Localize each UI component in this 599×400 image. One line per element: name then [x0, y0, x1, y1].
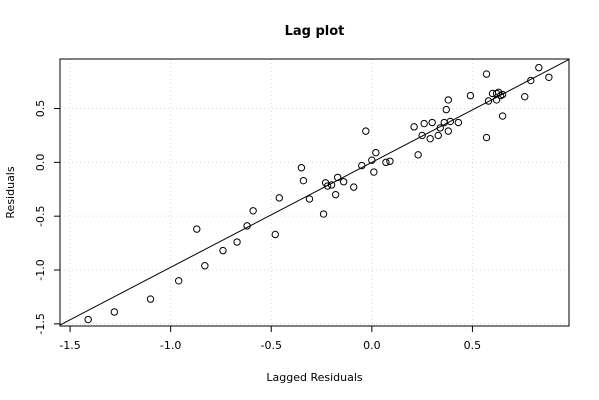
data-point [428, 118, 436, 127]
data-point [275, 194, 283, 202]
data-point [454, 118, 463, 127]
data-point [414, 151, 422, 159]
data-point [350, 183, 358, 191]
data-point [146, 295, 155, 303]
data-point [319, 210, 328, 218]
data-point [444, 127, 452, 135]
data-point [386, 157, 394, 165]
data-point [436, 124, 444, 132]
data-point [219, 246, 227, 255]
data-point [299, 176, 308, 185]
data-point [305, 195, 314, 203]
data-point [372, 148, 380, 157]
data-point [193, 225, 201, 233]
data-point [331, 190, 340, 199]
data-point [498, 112, 507, 120]
y-tick-label: -1.5 [34, 313, 47, 334]
data-point [484, 97, 493, 105]
data-point [420, 119, 428, 128]
data-point [418, 131, 426, 140]
data-point [482, 70, 491, 78]
data-point [297, 164, 306, 172]
data-point [358, 161, 366, 170]
data-point [442, 105, 450, 114]
data-point [243, 222, 251, 230]
y-axis: -1.5 -1.0 -0.5 0.0 0.5 [34, 100, 60, 335]
data-point [521, 92, 529, 101]
data-point [271, 230, 279, 239]
data-points [84, 63, 553, 324]
x-tick-label: 0.0 [363, 339, 381, 352]
y-tick-label: -0.5 [34, 205, 47, 226]
y-axis-label: Residuals [4, 166, 17, 218]
x-tick-label: -1.5 [59, 339, 80, 352]
y-tick-label: -1.0 [34, 259, 47, 280]
data-point [370, 168, 378, 176]
data-point [362, 127, 370, 135]
y-tick-label: 0.0 [34, 154, 47, 172]
data-point [368, 156, 376, 164]
data-point [426, 134, 434, 143]
data-point [201, 262, 209, 270]
grid [60, 59, 569, 326]
data-point [446, 117, 455, 126]
x-tick-label: -1.0 [160, 339, 181, 352]
plot-frame [59, 58, 570, 327]
data-point [444, 96, 452, 104]
data-point [545, 73, 553, 82]
regression-line [59, 59, 570, 326]
x-tick-label: 0.5 [464, 339, 482, 352]
data-point [410, 123, 418, 131]
data-point [333, 173, 342, 182]
data-point [323, 182, 332, 190]
data-point [482, 133, 491, 142]
data-point [84, 315, 92, 324]
data-point [249, 207, 257, 215]
data-point [527, 76, 535, 85]
data-point [174, 277, 183, 285]
chart-title: Lag plot [285, 24, 345, 39]
data-point [466, 91, 475, 100]
data-point [339, 178, 348, 186]
data-point [327, 181, 336, 189]
data-point [498, 90, 507, 99]
data-point [535, 63, 543, 72]
data-point [382, 158, 390, 167]
x-axis-label: Lagged Residuals [266, 371, 363, 384]
data-point [233, 238, 241, 246]
x-axis: -1.5 -1.0 -0.5 0.0 0.5 [59, 326, 481, 352]
y-tick-label: 0.5 [34, 100, 47, 118]
x-tick-label: -0.5 [261, 339, 282, 352]
data-point [434, 131, 442, 140]
fit-line-group [59, 59, 570, 326]
data-point [110, 308, 119, 316]
